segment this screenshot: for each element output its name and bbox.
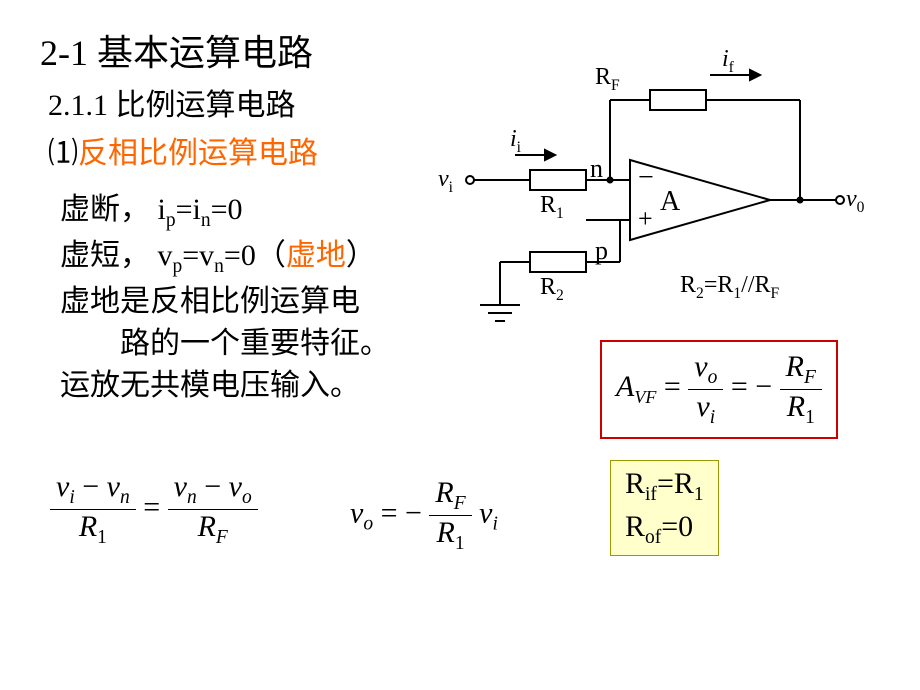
label-vi: vi <box>438 166 453 197</box>
label-if: if <box>722 46 734 77</box>
impedance-box: Rif=R1 Rof=0 <box>610 460 719 556</box>
gain-equation-box: AVF = vovi = − RFR1 <box>600 340 838 439</box>
item-number: ⑴ <box>48 137 78 170</box>
label-p: p <box>595 236 608 266</box>
label-n: n <box>590 154 603 184</box>
section-title: 2-1 基本运算电路 <box>40 24 313 76</box>
balance-eq: R2=R1//RF <box>680 272 779 303</box>
line5: 运放无共模电压输入。 <box>60 366 360 407</box>
line-virtual-break: 虚断， ip=in=0 <box>60 190 243 234</box>
label-r1: R1 <box>540 192 564 223</box>
label-ii: ii <box>510 126 521 157</box>
circuit-diagram: vi v0 ii if R1 R2 RF n p A − + R2=R1//RF <box>460 50 880 340</box>
label-vo: v0 <box>846 186 864 217</box>
label-rf: RF <box>595 64 620 95</box>
opamp-minus: − <box>638 162 654 194</box>
opamp-plus: + <box>638 204 653 234</box>
line-virtual-short: 虚短， vp=vn=0（虚地） <box>60 236 376 280</box>
subsection-title: 2.1.1 比例运算电路 <box>48 80 296 124</box>
label-r2: R2 <box>540 274 564 305</box>
line3: 虚地是反相比例运算电 <box>60 282 360 323</box>
label-a: A <box>660 186 680 218</box>
output-equation: vo = − RF R1 vi <box>350 476 498 555</box>
node-equation: vi − vn R1 = vn − vo RF <box>50 470 258 549</box>
item-line: ⑴反相比例运算电路 <box>48 128 318 172</box>
line4: 路的一个重要特征。 <box>120 324 390 365</box>
item-title: 反相比例运算电路 <box>78 137 318 170</box>
